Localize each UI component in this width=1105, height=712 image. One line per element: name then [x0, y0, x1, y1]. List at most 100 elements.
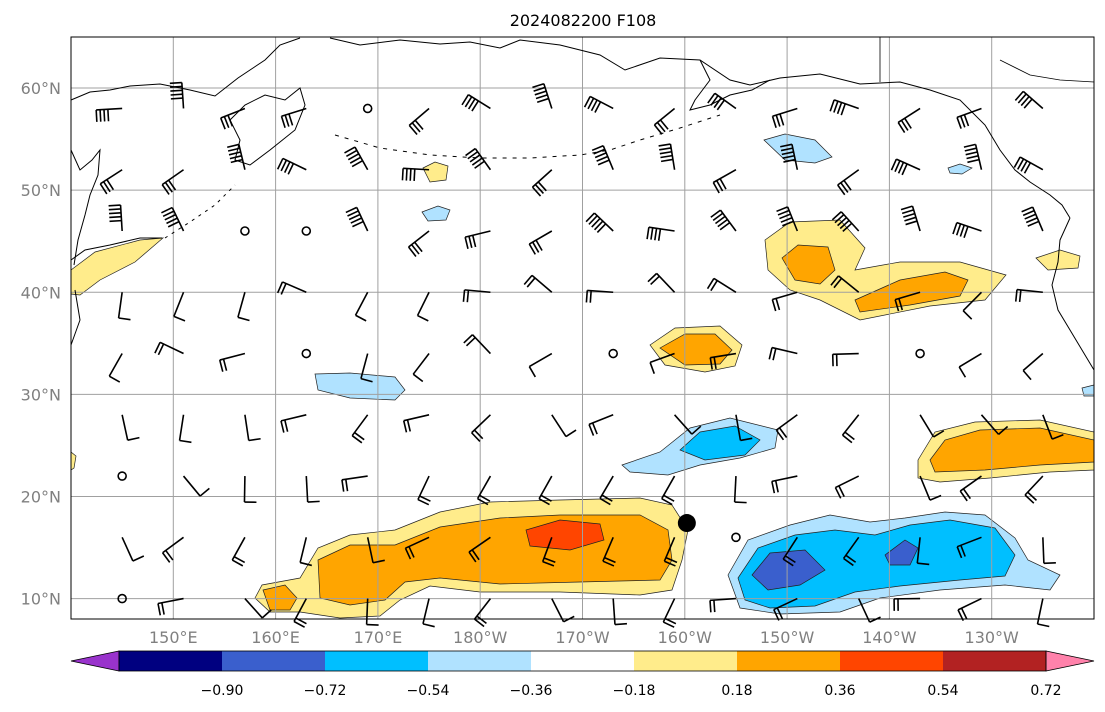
negative-53n	[947, 163, 973, 175]
wind-barb	[735, 414, 753, 442]
colorbar-tick-label: 0.36	[824, 683, 855, 699]
colorbar-swatch	[428, 651, 532, 671]
wind-barb	[647, 272, 676, 293]
negative-48n	[421, 205, 451, 222]
negative-55n	[763, 133, 833, 164]
wind-barb	[161, 169, 184, 195]
wind-barb	[404, 536, 430, 560]
colorbar-tick-label: −0.18	[613, 683, 656, 699]
negative-dark-east	[751, 549, 826, 591]
lat-tick-label: 60°N	[21, 79, 61, 98]
wind-barb	[841, 414, 860, 444]
wind-barb	[829, 99, 859, 116]
wind-barb	[402, 414, 430, 433]
wind-barb	[775, 414, 798, 441]
wind-barb	[733, 476, 747, 504]
wind-barb	[299, 537, 312, 567]
wind-barb	[461, 94, 491, 112]
wind-barb	[1036, 598, 1050, 628]
longitude-axis-labels: 150°E 160°E 170°E 180°W 170°W 160°W 150°W 140°W…	[149, 628, 1019, 647]
colorbar-tick-label: 0.54	[927, 683, 958, 699]
wind-barb	[341, 475, 368, 492]
wind-barb	[523, 274, 553, 293]
wind-barb	[99, 169, 123, 195]
positive-small-sw	[262, 584, 298, 611]
colorbar-swatch	[634, 651, 738, 671]
wind-barb	[157, 597, 184, 616]
map-title: 2024082200 F108	[510, 11, 657, 30]
wind-barb	[468, 536, 491, 563]
wind-barb	[276, 157, 307, 175]
wind-barb	[541, 537, 556, 567]
wind-barb	[240, 226, 250, 236]
wind-barb	[731, 532, 741, 543]
positive-40n-core	[781, 244, 836, 285]
wind-barb	[599, 475, 614, 506]
wind-barb	[956, 107, 982, 129]
map-frame	[70, 36, 1095, 620]
wind-barb	[857, 598, 881, 623]
wind-barb	[771, 291, 798, 312]
wind-barb	[915, 348, 925, 359]
wind-barb	[661, 475, 676, 506]
latitude-axis-labels: 10°N 20°N 30°N 40°N 50°N 60°N	[21, 79, 61, 609]
wind-barb	[280, 414, 307, 433]
lon-tick-label: 150°E	[149, 628, 198, 647]
wind-barb	[962, 291, 983, 320]
wind-barb	[463, 334, 492, 355]
wind-barb	[780, 143, 799, 170]
wind-barb	[831, 352, 859, 367]
wind-barb	[551, 598, 575, 623]
wind-barb	[108, 353, 123, 383]
wind-barb	[900, 205, 921, 232]
wind-barb	[916, 537, 930, 566]
wind-barb	[1042, 414, 1064, 440]
wind-barb	[121, 536, 145, 562]
wind-barb	[173, 291, 186, 322]
colorbar-swatch	[222, 651, 326, 671]
lon-tick-label: 130°W	[965, 628, 1020, 647]
wind-barb	[894, 291, 921, 312]
colorbar-extend-high	[1045, 650, 1095, 672]
wind-barb	[231, 536, 246, 567]
border-alaska-canada	[879, 36, 1094, 82]
colorbar-swatch	[119, 651, 223, 671]
lon-tick-label: 170°E	[354, 628, 403, 647]
wind-barb	[117, 292, 131, 321]
wind-barb	[963, 143, 983, 170]
lat-tick-label: 10°N	[21, 590, 61, 609]
lon-tick-label: 160°E	[251, 628, 300, 647]
wind-barb	[366, 537, 385, 564]
wind-barb	[1024, 475, 1044, 504]
wind-barb	[1042, 537, 1056, 565]
wind-barb	[551, 414, 577, 438]
colorbar-tick-label: −0.90	[201, 683, 244, 699]
wind-barb	[471, 414, 491, 442]
wind-barb	[108, 204, 123, 232]
wind-barb	[360, 353, 373, 383]
wind-barb	[1013, 156, 1044, 174]
wind-barb	[117, 593, 127, 604]
wind-barb	[771, 475, 798, 494]
lon-tick-label: 180°W	[453, 628, 508, 647]
wind-barb	[243, 476, 257, 504]
wind-barb	[244, 598, 272, 619]
map-panel	[70, 36, 1095, 628]
lat-tick-label: 20°N	[21, 487, 61, 506]
wind-barb	[412, 353, 430, 383]
anomaly-fields	[70, 133, 1095, 619]
colorbar-tick-label: −0.72	[304, 683, 347, 699]
wind-barb	[95, 107, 123, 122]
wind-barb	[354, 291, 369, 322]
colorbar-tick-label: −0.54	[407, 683, 450, 699]
wind-barb	[712, 169, 737, 194]
wind-barb	[538, 475, 553, 506]
wind-barb	[464, 230, 491, 249]
wind-barb	[416, 291, 430, 322]
wind-barb	[417, 475, 431, 506]
coast-alaska	[329, 37, 1071, 219]
wind-barb	[344, 146, 369, 171]
wind-barb	[161, 206, 185, 232]
wind-barb	[585, 212, 614, 234]
wind-barb	[121, 414, 140, 441]
